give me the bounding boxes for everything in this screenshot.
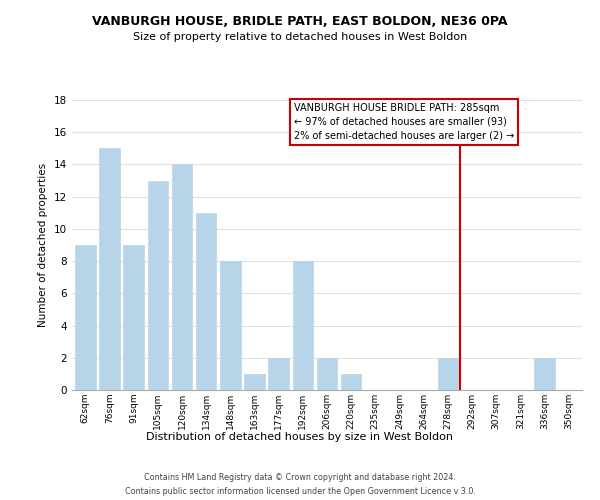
Bar [317,358,337,390]
Bar [244,374,265,390]
Bar [124,245,144,390]
Bar [534,358,555,390]
Bar [220,261,241,390]
Bar [268,358,289,390]
Bar [99,148,120,390]
Bar [437,358,458,390]
Text: VANBURGH HOUSE BRIDLE PATH: 285sqm
← 97% of detached houses are smaller (93)
2% : VANBURGH HOUSE BRIDLE PATH: 285sqm ← 97%… [294,103,514,141]
Bar [148,180,168,390]
Text: Distribution of detached houses by size in West Boldon: Distribution of detached houses by size … [146,432,454,442]
Text: Contains public sector information licensed under the Open Government Licence v : Contains public sector information licen… [125,488,475,496]
Bar [341,374,361,390]
Bar [196,213,217,390]
Bar [293,261,313,390]
Text: VANBURGH HOUSE, BRIDLE PATH, EAST BOLDON, NE36 0PA: VANBURGH HOUSE, BRIDLE PATH, EAST BOLDON… [92,15,508,28]
Text: Contains HM Land Registry data © Crown copyright and database right 2024.: Contains HM Land Registry data © Crown c… [144,472,456,482]
Y-axis label: Number of detached properties: Number of detached properties [38,163,49,327]
Bar [172,164,192,390]
Bar [75,245,95,390]
Text: Size of property relative to detached houses in West Boldon: Size of property relative to detached ho… [133,32,467,42]
